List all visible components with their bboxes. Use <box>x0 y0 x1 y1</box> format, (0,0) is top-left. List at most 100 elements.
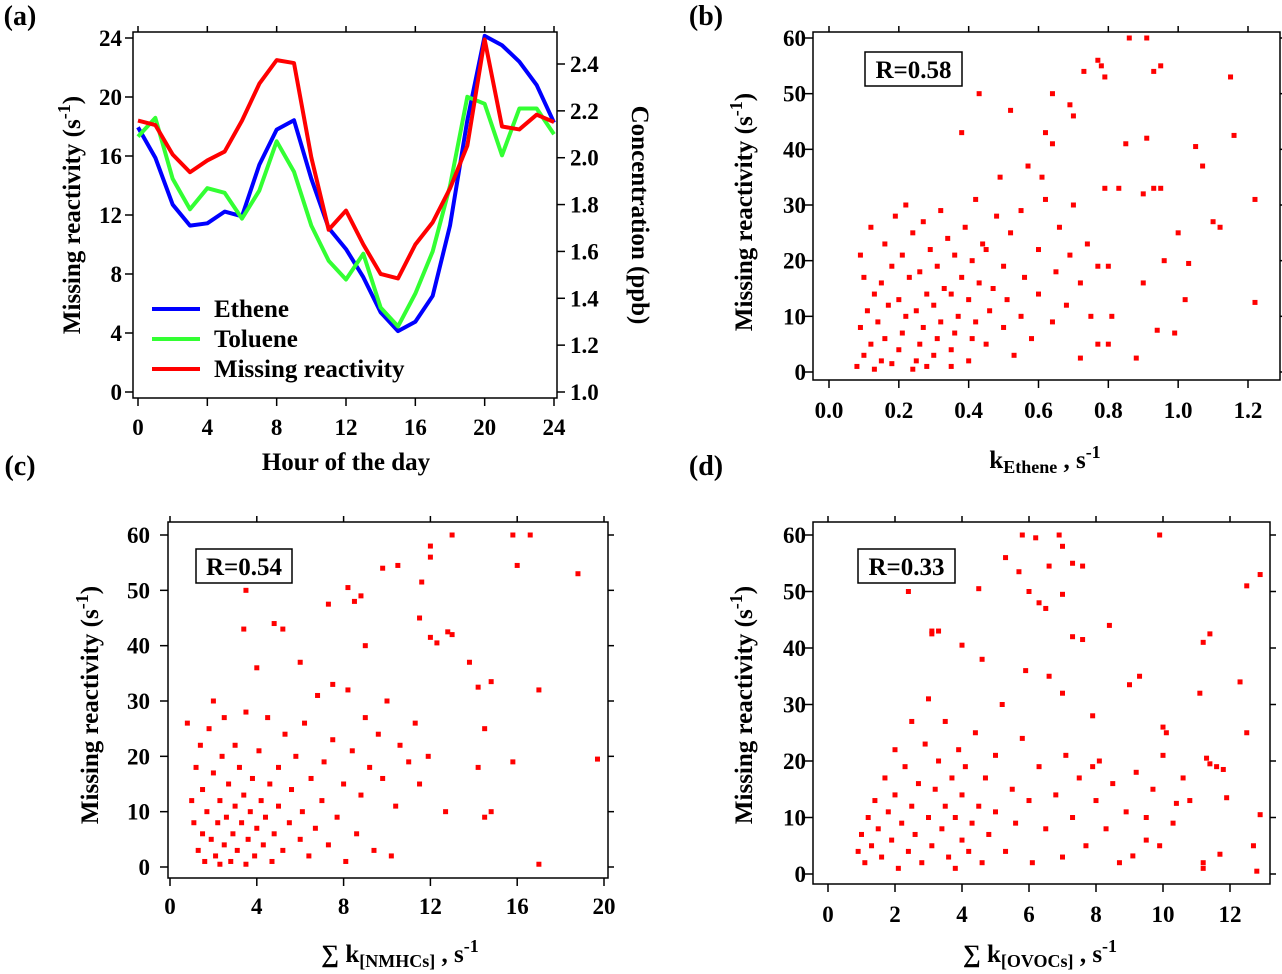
scatter-point <box>1217 224 1223 230</box>
scatter-point <box>1123 809 1129 815</box>
scatter-point <box>223 814 229 820</box>
scatter-point <box>1244 583 1250 589</box>
scatter-point <box>941 286 947 291</box>
scatter-point <box>1013 820 1019 826</box>
y2-tick-label: 1.6 <box>570 239 599 264</box>
panel-b <box>805 26 1282 388</box>
scatter-point <box>1036 291 1041 297</box>
scatter-point <box>1053 792 1059 798</box>
x-axis-label: ∑ k[NMHCs] , s-1 <box>321 936 478 971</box>
scatter-point <box>859 831 864 837</box>
scatter-point <box>397 742 403 748</box>
y-tick-label: 30 <box>127 689 150 714</box>
scatter-point <box>899 820 905 826</box>
scatter-point <box>948 347 954 353</box>
scatter-point <box>934 263 940 269</box>
scatter-point <box>1090 713 1096 719</box>
scatter-point <box>245 836 251 842</box>
y2-tick-label: 1.2 <box>570 333 599 358</box>
scatter-point <box>854 363 860 369</box>
correlation-label: R=0.54 <box>206 554 283 581</box>
scatter-point <box>945 235 951 241</box>
scatter-point <box>334 814 340 820</box>
scatter-point <box>249 775 255 781</box>
y-tick-label: 60 <box>783 523 806 548</box>
scatter-point <box>1144 35 1150 41</box>
scatter-point <box>1137 673 1143 679</box>
scatter-point <box>289 787 295 793</box>
scatter-point <box>306 853 312 859</box>
scatter-point <box>239 820 245 826</box>
scatter-point <box>330 681 336 687</box>
scatter-point <box>1231 132 1237 138</box>
scatter-point <box>861 352 867 358</box>
scatter-point <box>1056 532 1062 538</box>
scatter-point <box>419 579 425 585</box>
scatter-point <box>889 361 895 367</box>
y-tick-label: 0 <box>139 855 151 880</box>
scatter-point <box>926 815 931 820</box>
scatter-point <box>1252 196 1258 202</box>
scatter-point <box>308 775 314 781</box>
scatter-point <box>919 860 925 866</box>
scatter-point <box>354 831 360 837</box>
scatter-point <box>875 826 881 832</box>
scatter-point <box>976 280 982 286</box>
scatter-point <box>241 626 247 632</box>
scatter-point <box>1053 269 1059 275</box>
scatter-point <box>892 792 898 798</box>
scatter-point <box>191 820 197 826</box>
scatter-point <box>966 848 972 854</box>
scatter-point <box>380 565 386 571</box>
x-tick-label: 12 <box>1219 902 1242 927</box>
scatter-point <box>1088 313 1094 319</box>
scatter-point <box>299 809 305 815</box>
scatter-point <box>946 854 952 860</box>
scatter-point <box>1151 185 1157 191</box>
x-tick-label: 1.0 <box>1164 398 1193 423</box>
scatter-point <box>388 853 394 859</box>
scatter-point <box>510 759 516 765</box>
scatter-point <box>868 224 874 230</box>
scatter-point <box>882 775 888 781</box>
scatter-point <box>1180 775 1186 781</box>
scatter-point <box>1083 843 1089 849</box>
plot-frame <box>167 521 609 879</box>
scatter-point <box>1001 263 1007 269</box>
x-tick-label: 24 <box>543 415 567 440</box>
scatter-point <box>293 753 299 759</box>
scatter-point <box>1060 543 1065 549</box>
scatter-point <box>475 764 481 770</box>
scatter-point <box>1133 355 1139 361</box>
x-tick-label: 0.8 <box>1094 398 1123 423</box>
scatter-point <box>864 308 870 314</box>
scatter-point <box>879 854 885 860</box>
scatter-point <box>909 718 915 724</box>
scatter-point <box>1019 532 1025 538</box>
label-part: ) <box>77 586 104 594</box>
scatter-point <box>252 853 258 859</box>
y-tick-label: 24 <box>99 26 123 51</box>
scatter-point <box>885 302 891 308</box>
scatter-point <box>1049 91 1055 97</box>
scatter-point <box>924 363 930 369</box>
scatter-point <box>1029 860 1035 866</box>
scatter-point <box>1237 679 1243 685</box>
scatter-point <box>980 241 986 247</box>
scatter-point <box>1029 336 1035 342</box>
scatter-point <box>899 330 905 336</box>
scatter-point <box>962 764 968 770</box>
scatter-point <box>297 836 303 842</box>
scatter-point <box>1026 589 1032 594</box>
scatter-point <box>1133 769 1139 775</box>
label-part: Missing reactivity (s <box>59 119 86 334</box>
y2-tick-label: 1.8 <box>570 193 599 218</box>
label-part: Ethene <box>1003 457 1057 477</box>
scatter-point <box>280 626 286 632</box>
scatter-point <box>936 758 942 764</box>
x-axis-label: ∑ k[OVOCs] , s-1 <box>963 936 1117 971</box>
label-part: -1 <box>1102 936 1117 956</box>
x-tick-label: 8 <box>1090 902 1102 927</box>
scatter-point <box>210 698 216 704</box>
